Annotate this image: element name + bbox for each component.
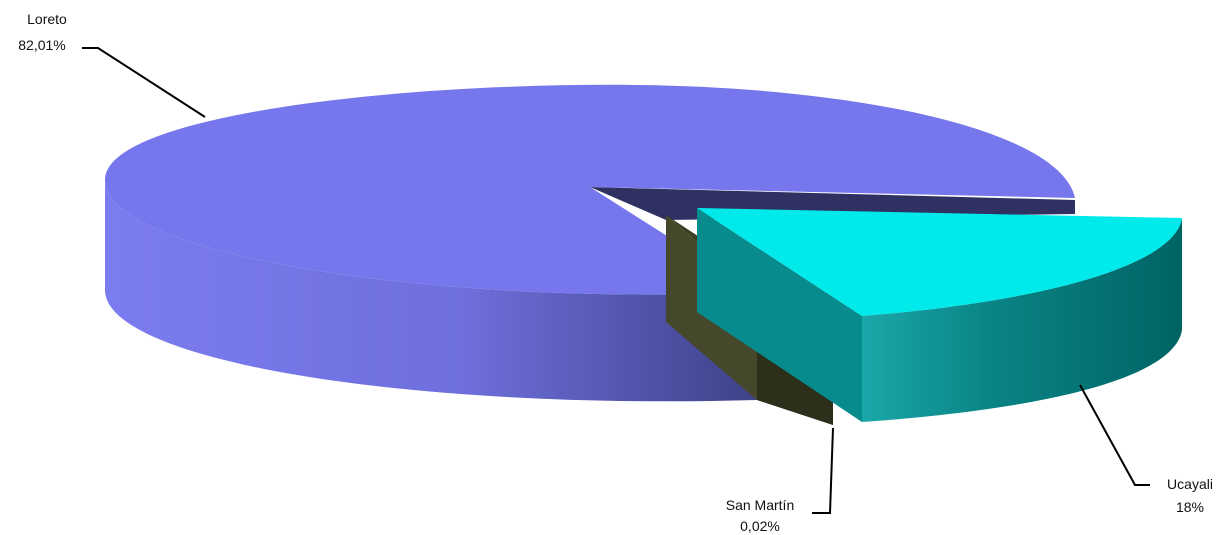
label-san-martin-name: San Martín (726, 497, 794, 513)
label-ucayali-value: 18% (1176, 499, 1204, 515)
leader-line-san-martin (812, 427, 834, 514)
slice-loreto-top (105, 84, 1075, 295)
label-san-martin-value: 0,02% (740, 518, 780, 534)
leader-line-loreto (82, 47, 206, 118)
slice-loreto (105, 84, 1075, 402)
slice-ucayali (697, 208, 1182, 422)
slice-ucayali-side (862, 218, 1182, 422)
slice-ucayali-top (697, 208, 1182, 316)
slice-ucayali-cut-face (697, 208, 862, 422)
label-loreto-name: Loreto (27, 11, 67, 27)
slice-loreto-side (105, 180, 757, 402)
label-ucayali-name: Ucayali (1167, 476, 1213, 492)
label-loreto-value: 82,01% (18, 37, 65, 53)
leader-line-ucayali (1079, 384, 1150, 486)
